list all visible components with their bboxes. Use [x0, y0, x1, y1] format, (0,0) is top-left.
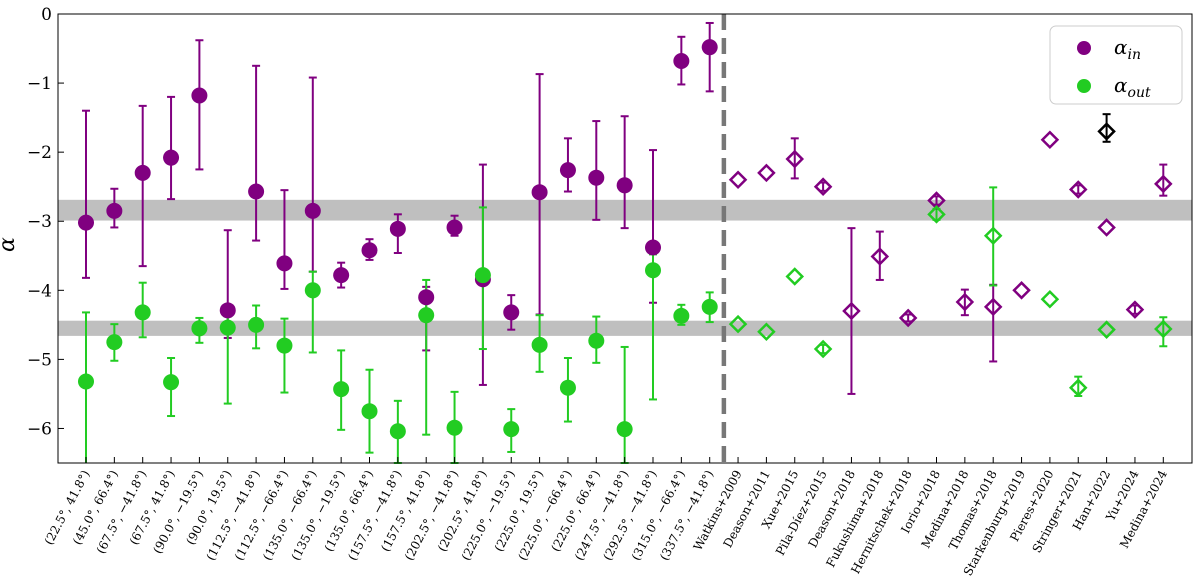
y-tick-label: −4: [27, 281, 52, 301]
alpha-in-literature-diamond: [955, 292, 975, 312]
alpha-out-literature-diamond: [757, 322, 776, 342]
alpha-in-point: [78, 214, 94, 231]
alpha-in-point: [134, 164, 151, 181]
alpha-out-point: [389, 423, 406, 440]
alpha-out-point: [191, 320, 208, 337]
legend-label-alpha-in: αin: [1114, 35, 1141, 63]
alpha-out-point: [219, 319, 236, 336]
alpha-out-point: [304, 282, 321, 299]
alpha-out-literature-diamond: [983, 226, 1003, 246]
alpha-in-point: [389, 220, 406, 237]
alpha-in-literature-diamond: [983, 297, 1003, 317]
alpha-in-point: [673, 52, 690, 69]
alpha-out-point: [134, 304, 151, 321]
alpha-out-literature-diamond: [1040, 290, 1060, 309]
legend-alpha-out-sub: out: [1128, 85, 1151, 101]
legend-alpha-out-main: α: [1114, 73, 1128, 97]
alpha-out-literature-diamond: [1068, 378, 1088, 397]
x-axis: (22.5°, 41.8°)(45.0°, 66.4°)(67.5°, −41.…: [42, 457, 1170, 576]
alpha-in-point: [701, 39, 718, 56]
alpha-out-point: [361, 403, 378, 420]
alpha-out-point: [106, 334, 123, 351]
y-axis-title: α: [0, 237, 20, 252]
legend-label-alpha-out: αout: [1114, 73, 1151, 101]
alpha-in-literature-diamond: [898, 308, 918, 328]
alpha-out-literature-diamond: [1154, 319, 1173, 339]
alpha-in-point: [191, 87, 208, 104]
y-axis: 0 −1 −2 −3 −4 −5 −6: [27, 5, 64, 439]
alpha-in-literature-diamond: [1125, 300, 1145, 319]
alpha-in-point: [446, 219, 463, 236]
y-tick-label: 0: [41, 5, 52, 25]
alpha-out-literature-diamond: [785, 267, 805, 286]
alpha-in-literature-diamond: [1040, 130, 1060, 149]
alpha-out-point: [446, 419, 463, 436]
legend-alpha-in-sub: in: [1128, 47, 1142, 63]
alpha-out-literature-diamond: [927, 205, 946, 224]
alpha-out-point: [701, 298, 718, 315]
alpha-in-point: [531, 184, 548, 201]
alpha-in-literature-diamond: [1154, 174, 1173, 194]
alpha-in-literature-diamond: [1012, 281, 1031, 300]
alpha-out-point: [418, 307, 435, 324]
alpha-in-point: [588, 169, 605, 186]
alpha-in-point: [645, 239, 661, 256]
alpha-in-point: [163, 149, 180, 166]
alpha-in-literature-diamond: [757, 163, 776, 183]
alpha-out-literature-diamond: [813, 339, 833, 359]
alpha-in-literature-diamond: [1068, 180, 1088, 199]
alpha-in-literature-diamond: [842, 301, 861, 321]
alpha-out-point: [616, 421, 633, 438]
alpha-out-point: [163, 374, 180, 391]
alpha-in-point: [333, 267, 350, 284]
alpha-in-point: [503, 304, 520, 321]
legend-alpha-in-main: α: [1114, 35, 1128, 59]
alpha-in-point: [616, 177, 633, 194]
alpha-out-point: [531, 336, 548, 353]
alpha-in-literature-diamond: [813, 177, 833, 196]
y-tick-label: −6: [27, 419, 52, 439]
alpha-in-point: [219, 302, 236, 319]
y-tick-label: −2: [27, 143, 52, 163]
markers-layer: [78, 39, 1173, 440]
errorbars-layer: [82, 21, 1168, 464]
han2022-black-literature-diamond: [1097, 122, 1116, 141]
legend-marker-alpha-in: [1077, 41, 1091, 55]
alpha-out-point: [248, 316, 265, 333]
alpha-out-point: [78, 373, 94, 390]
alpha-in-point: [248, 183, 265, 200]
alpha-out-point: [276, 337, 293, 354]
alpha-out-point: [559, 379, 576, 396]
alpha-in-literature-diamond: [870, 247, 890, 266]
alpha-in-point: [304, 202, 321, 219]
alpha-in-point: [276, 255, 293, 272]
legend-marker-alpha-out: [1077, 79, 1091, 93]
alpha-out-literature-diamond: [728, 314, 748, 334]
alpha-out-point: [588, 332, 605, 349]
y-tick-label: −1: [27, 74, 52, 94]
alpha-out-point: [503, 421, 520, 438]
alpha-out-point: [645, 262, 661, 279]
alpha-in-point: [361, 242, 378, 259]
y-tick-label: −3: [27, 212, 52, 232]
y-tick-label: −5: [27, 350, 52, 370]
alpha-out-point: [673, 307, 690, 324]
alpha-in-point: [106, 202, 123, 219]
alpha-in-point: [559, 162, 576, 179]
legend: αin αout: [1049, 25, 1183, 105]
alpha-in-literature-diamond: [785, 149, 805, 169]
alpha-out-literature-diamond: [1097, 320, 1116, 339]
alpha-out-point: [333, 381, 350, 398]
alpha-out-point: [474, 267, 491, 284]
alpha-in-literature-diamond: [1097, 218, 1116, 237]
alpha-in-literature-diamond: [728, 170, 748, 190]
alpha-in-point: [418, 289, 435, 306]
